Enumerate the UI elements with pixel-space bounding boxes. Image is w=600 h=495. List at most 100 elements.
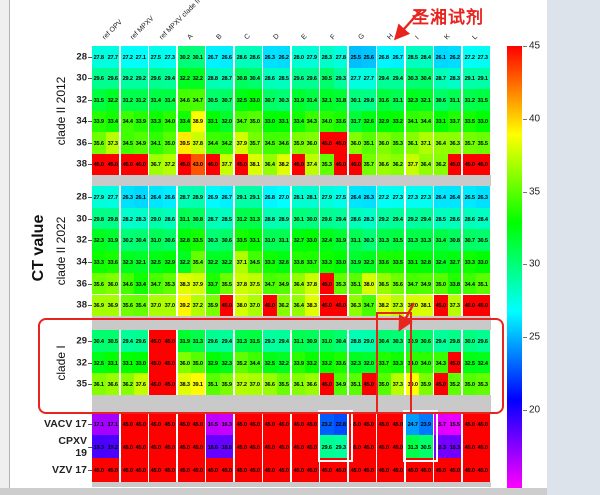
heatmap-cell: 45.0 xyxy=(206,458,220,482)
heatmap-cell: 27.8 xyxy=(92,46,106,68)
column-header: F xyxy=(328,33,337,42)
heatmap-cell: 35.5 xyxy=(219,272,233,295)
heatmap-cell: 27.2 xyxy=(120,46,134,68)
heatmap-cell: 36.4 xyxy=(434,132,448,154)
heatmap-cell: 30.8 xyxy=(234,67,248,89)
heatmap-cell: 18.3 xyxy=(447,435,461,459)
heatmap-cell: 39.2 xyxy=(177,294,191,317)
heatmap-cell: 26.3 xyxy=(120,186,134,208)
heatmap-cell-pair: 34.6 33.4 xyxy=(120,272,148,295)
heatmap-cell: 32.7 xyxy=(291,229,305,252)
heatmap-cell: 34.0 xyxy=(405,351,419,374)
heatmap-cell-pair: 36.0 35.0 xyxy=(177,351,205,374)
heatmap-cell: 45.0 xyxy=(162,435,176,459)
heatmap-cell-pair: 45.0 45.0 xyxy=(320,458,347,482)
heatmap-cell: 33.2 xyxy=(305,351,319,374)
block-gap xyxy=(92,316,491,330)
heatmap-cell: 45.0 xyxy=(134,412,148,436)
heatmap-cell-pair: 28.1 28.1 xyxy=(291,186,319,208)
heatmap-cell-pair: 36.4 38.2 xyxy=(263,153,290,175)
heatmap-cell-pair: 34.7 34.9 xyxy=(405,272,433,295)
row-tick-label: 36 xyxy=(76,278,87,290)
heatmap-cell-pair: 39.0 35.9 xyxy=(405,373,433,396)
heatmap-cell: 29.6 xyxy=(105,67,119,89)
heatmap-cell: 31.5 xyxy=(92,89,106,111)
page-bottom-edge xyxy=(0,488,547,495)
heatmap-cell: 35.1 xyxy=(206,373,220,396)
heatmap-cell: 32.2 xyxy=(191,67,205,89)
heatmap-cell: 35.3 xyxy=(476,373,490,396)
heatmap-cell: 31.4 xyxy=(305,89,319,111)
heatmap-cell: 32.3 xyxy=(120,251,134,273)
heatmap-cell-pair: 30.8 30.4 xyxy=(234,67,262,89)
heatmap-cell: 36.4 xyxy=(419,153,433,175)
heatmap-cell: 32.4 xyxy=(476,351,490,374)
heatmap-cell: 32.1 xyxy=(134,251,148,273)
heatmap-cell: 45.0 xyxy=(149,412,163,436)
heatmap-cell: 28.3 xyxy=(320,46,334,68)
heatmap-cell: 27.3 xyxy=(162,46,176,68)
heatmap-cell-pair: 32.5 33.1 xyxy=(92,351,119,374)
heatmap-cell: 45.0 xyxy=(234,153,248,175)
heatmap-cell-pair: 45.0 45.0 xyxy=(377,458,404,482)
heatmap-cell: 28.6 xyxy=(348,207,362,230)
heatmap-cell-pair: 45.0 45.0 xyxy=(120,412,148,436)
heatmap-cell: 35.2 xyxy=(447,373,461,396)
heatmap-cell: 24.7 xyxy=(405,412,419,436)
heatmap-cell: 35.0 xyxy=(162,132,176,154)
heatmap-cell: 37.2 xyxy=(234,373,248,396)
heatmap-cell: 29.6 xyxy=(92,67,106,89)
heatmap-cell-pair: 28.6 28.3 xyxy=(348,207,376,230)
heatmap-cell-pair: 29.4 29.8 xyxy=(434,330,461,352)
heatmap-cell: 35.9 xyxy=(206,294,220,317)
heatmap-cell: 35.3 xyxy=(320,153,334,175)
heatmap-cell-pair: 45.0 45.0 xyxy=(149,373,176,396)
heatmap-cell-pair: 36.6 36.2 xyxy=(377,153,404,175)
heatmap-cell: 35.0 xyxy=(191,351,205,374)
heatmap-cell-pair: 33.3 33.0 xyxy=(462,251,490,273)
heatmap-cell-pair: 34.5 34.9 xyxy=(120,132,148,154)
heatmap-cell: 17.1 xyxy=(92,412,106,436)
heatmap-cell: 26.9 xyxy=(206,186,220,208)
heatmap-cell: 30.1 xyxy=(348,89,362,111)
heatmap-cell: 30.5 xyxy=(476,229,490,252)
heatmap-cell: 34.4 xyxy=(120,110,134,132)
heatmap-cell-pair: 34.7 35.3 xyxy=(149,272,176,295)
heatmap-cell: 30.8 xyxy=(191,207,205,230)
heatmap-cell: 36.0 xyxy=(177,351,191,374)
heatmap-cell: 45.0 xyxy=(390,435,404,459)
heatmap-cell: 31.3 xyxy=(248,207,262,230)
heatmap-cell: 32.0 xyxy=(219,110,233,132)
heatmap-cell-pair: 29.6 29.6 xyxy=(291,67,319,89)
heatmap-cell: 28.4 xyxy=(419,46,433,68)
heatmap-cell: 34.0 xyxy=(320,110,334,132)
heatmap-cell: 45.0 xyxy=(149,351,163,374)
heatmap-cell: 28.2 xyxy=(120,207,134,230)
heatmap-cell-pair: 45.0 45.0 xyxy=(206,458,233,482)
heatmap-cell-pair: 28.6 28.4 xyxy=(462,207,490,230)
heatmap-cell: 35.3 xyxy=(162,272,176,295)
heatmap-cell-pair: 30.2 30.1 xyxy=(177,46,205,68)
tick-mark xyxy=(88,470,92,471)
heatmap-cell: 32.5 xyxy=(92,351,106,374)
heatmap-cell: 33.8 xyxy=(291,251,305,273)
heatmap-cell-pair: 27.2 27.3 xyxy=(462,46,490,68)
heatmap-cell: 27.7 xyxy=(105,46,119,68)
heatmap-cell: 31.2 xyxy=(462,89,476,111)
heatmap-cell-pair: 30.5 29.3 xyxy=(320,67,347,89)
heatmap-cell: 29.2 xyxy=(134,67,148,89)
tick-mark xyxy=(88,142,92,144)
heatmap-cell: 32.0 xyxy=(362,351,376,374)
heatmap-cell: 31.6 xyxy=(377,89,391,111)
heatmap-cell: 45.0 xyxy=(320,458,334,482)
heatmap-cell: 33.9 xyxy=(134,110,148,132)
heatmap-cell: 34.9 xyxy=(333,373,347,396)
heatmap-cell-pair: 30.4 30.3 xyxy=(377,330,404,352)
heatmap-cell: 35.1 xyxy=(348,272,362,295)
heatmap-cell: 36.1 xyxy=(92,373,106,396)
heatmap-cell-pair: 31.6 31.1 xyxy=(377,89,404,111)
heatmap-cell: 31.1 xyxy=(291,330,305,352)
heatmap-cell-pair: 30.3 30.6 xyxy=(206,229,233,252)
heatmap-cell: 32.3 xyxy=(348,351,362,374)
heatmap-cell: 28.9 xyxy=(276,207,290,230)
